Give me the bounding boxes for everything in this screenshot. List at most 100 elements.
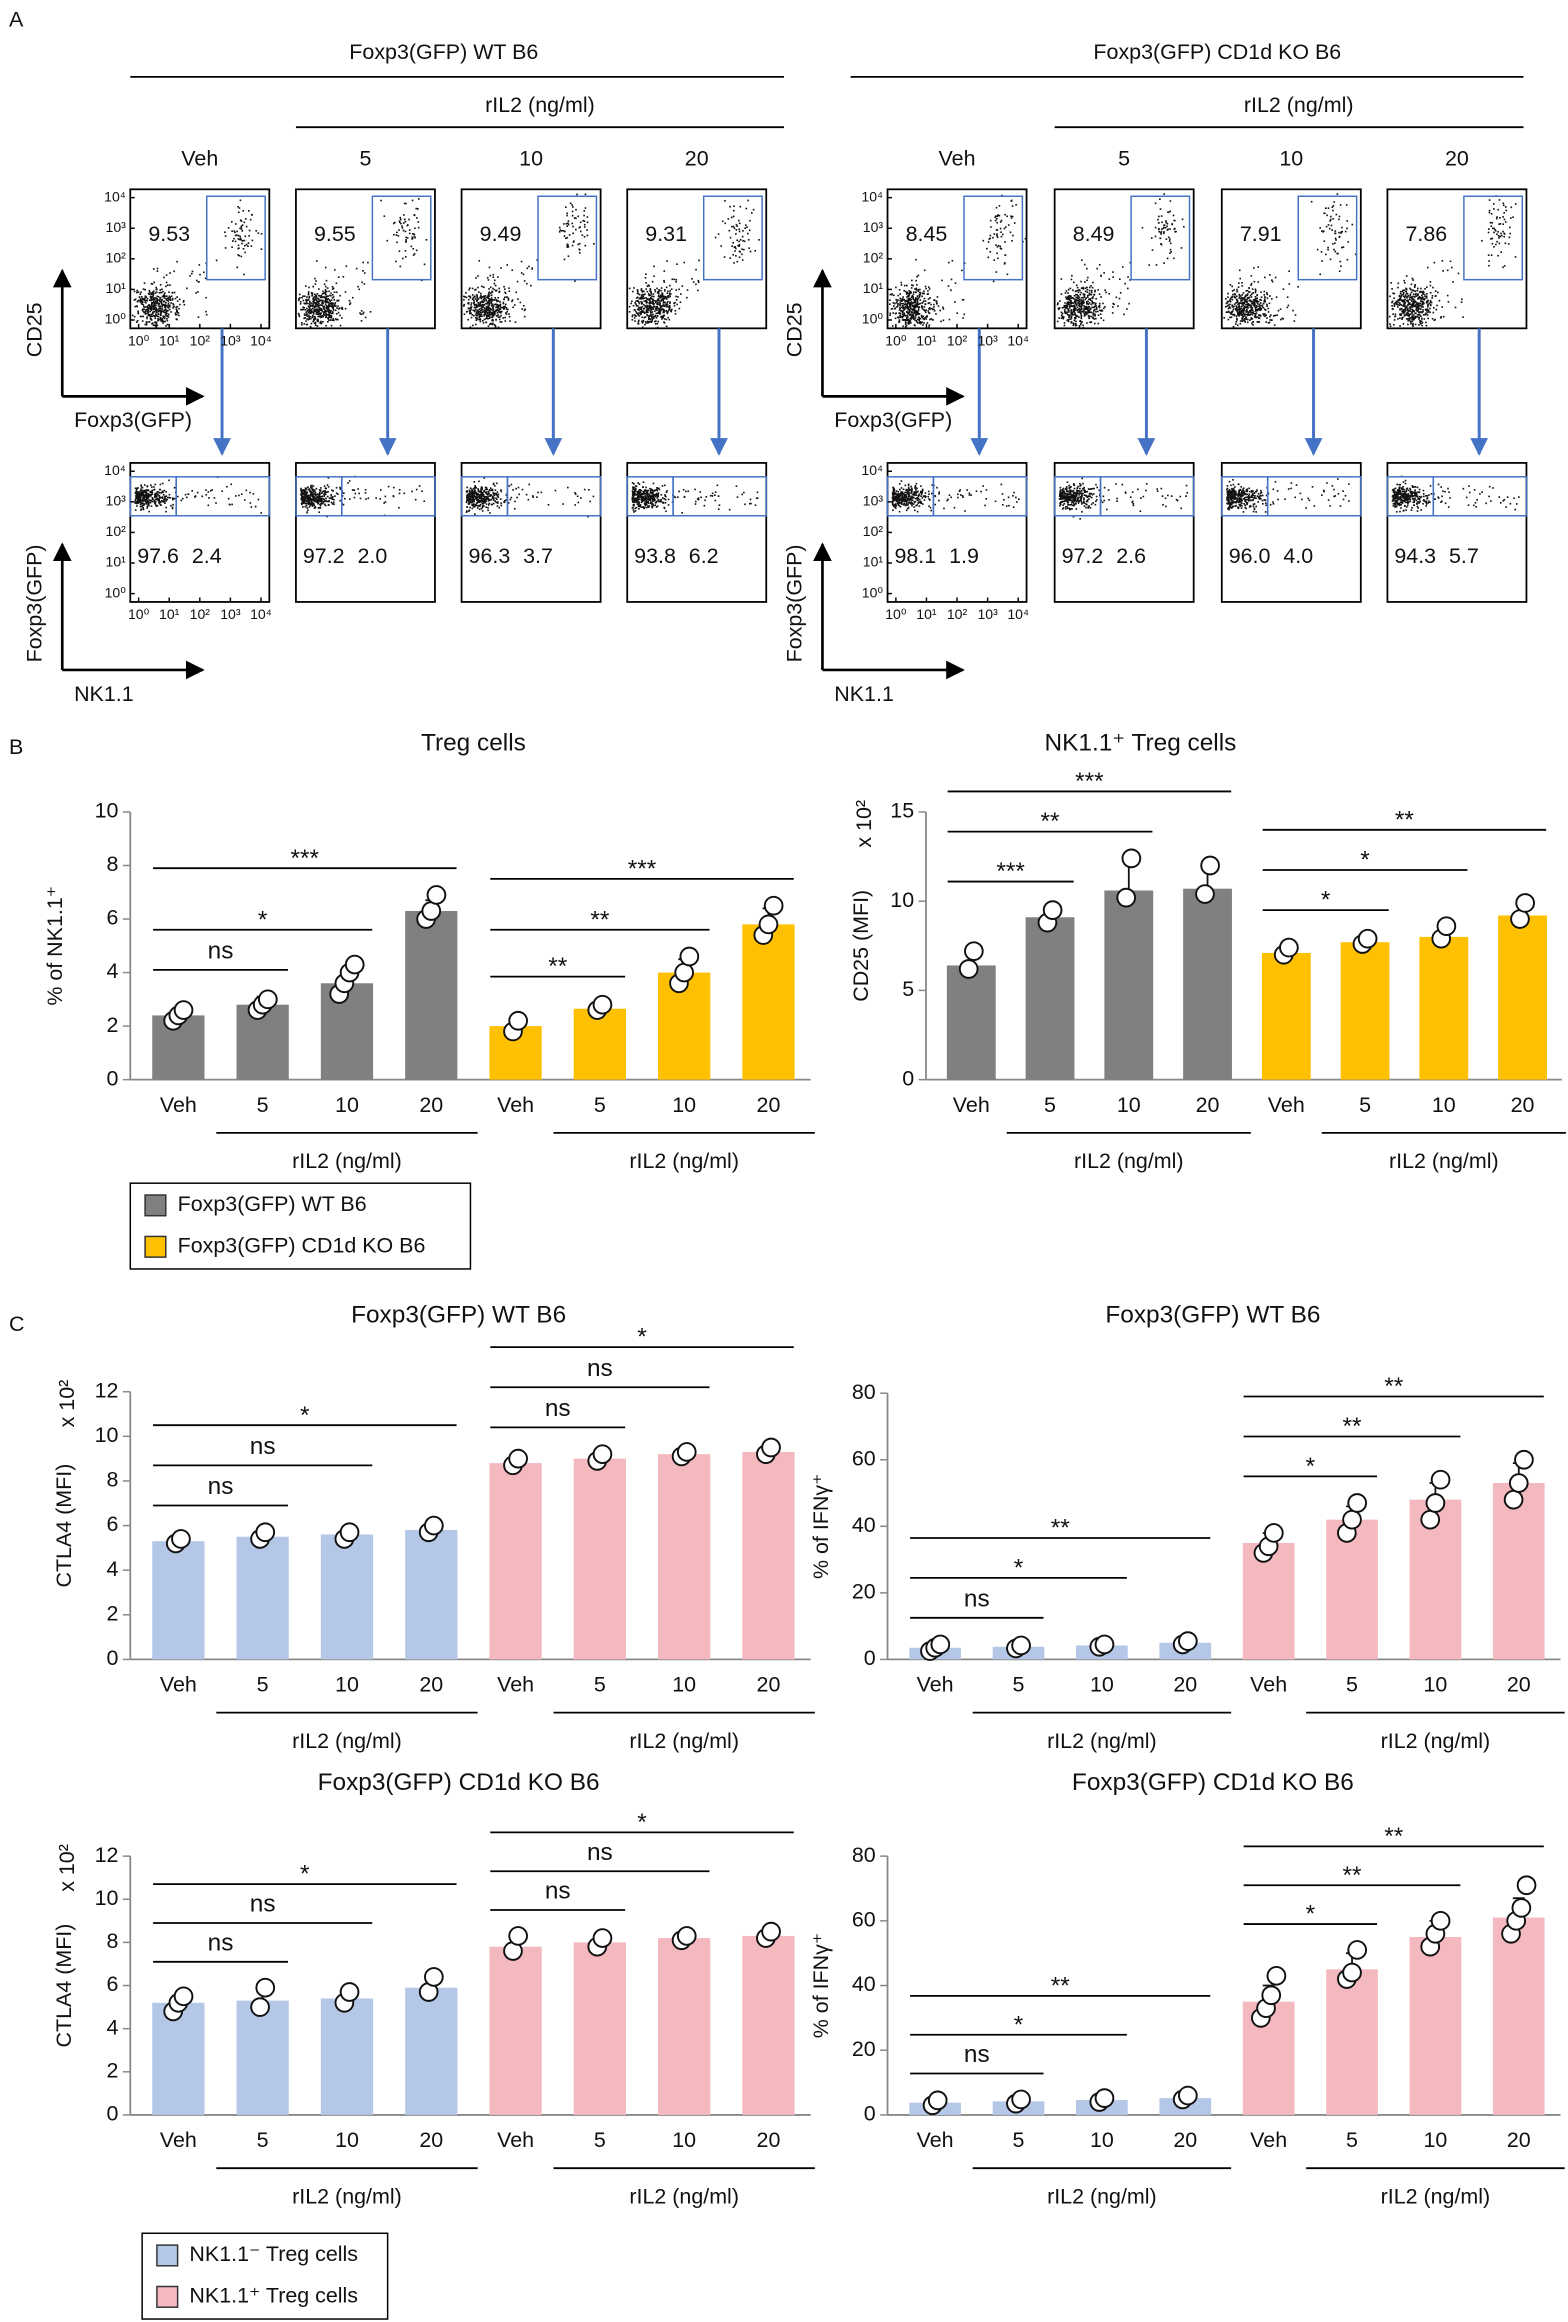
- group-label: rIL2 (ng/ml): [629, 1729, 739, 1753]
- gate: [1130, 195, 1191, 281]
- data-point: [1011, 2089, 1031, 2110]
- y-tick-label: 60: [852, 1446, 876, 1470]
- gate: [672, 476, 767, 517]
- plot-frame: [460, 188, 602, 330]
- y-tick-label: 4: [107, 1557, 119, 1581]
- significance-label: ***: [1075, 768, 1104, 795]
- significance-label: *: [637, 1324, 647, 1351]
- event-dots: [300, 475, 426, 518]
- y-tick-label: 20: [852, 2037, 876, 2061]
- bar: [1326, 1969, 1378, 2115]
- event-dots: [1058, 477, 1189, 520]
- gate: [1266, 476, 1362, 517]
- x-tick-label: 10³: [977, 606, 998, 622]
- y-tick-label: 10⁴: [104, 462, 126, 478]
- data-point: [255, 1522, 276, 1543]
- bar: [1104, 890, 1154, 1080]
- plot-frame: [626, 462, 768, 603]
- axis-label: NK1.1: [74, 682, 134, 706]
- y-tick-label: 10: [95, 799, 119, 823]
- y-tick-label: 10⁰: [105, 584, 127, 600]
- gate-percent: 5.7: [1449, 544, 1479, 568]
- chart-title: Foxp3(GFP) WT B6: [1105, 1302, 1320, 1329]
- y-tick-label: 15: [890, 799, 914, 823]
- y-tick-label: 4: [107, 959, 119, 983]
- event-dots: [628, 199, 760, 329]
- x-tick-label: 10⁰: [128, 332, 150, 348]
- x-tick-label: Veh: [497, 1093, 534, 1117]
- gate-percent: 97.2: [303, 544, 345, 568]
- y-tick-label: 60: [852, 1907, 876, 1931]
- y-axis-label: CD25 (MFI): [849, 890, 873, 1002]
- data-point: [763, 895, 784, 916]
- significance-label: *: [300, 1402, 310, 1429]
- x-tick-label: 10²: [947, 606, 968, 622]
- y-tick-label: 8: [107, 1929, 119, 1953]
- event-dots: [889, 194, 1027, 328]
- x-tick-label: 20: [1173, 1673, 1197, 1697]
- x-tick-label: 10⁰: [885, 606, 907, 622]
- x-tick-label: 5: [594, 2128, 606, 2152]
- y-tick-label: 0: [107, 1066, 119, 1090]
- data-point: [1347, 1493, 1368, 1513]
- event-dots: [131, 199, 263, 328]
- x-tick-label: 20: [419, 1673, 443, 1697]
- y-tick-label: 10³: [863, 493, 884, 509]
- significance-label: **: [1051, 1972, 1070, 1999]
- bar: [489, 1463, 542, 1660]
- y-tick-label: 10⁰: [105, 311, 127, 327]
- axis-label: CD25: [782, 302, 806, 357]
- data-point: [171, 1529, 191, 1549]
- data-point: [1511, 1898, 1532, 1918]
- group-label: rIL2 (ng/ml): [629, 2184, 739, 2208]
- data-point: [1516, 1875, 1537, 1896]
- data-point: [1266, 1965, 1287, 1986]
- data-point: [592, 994, 613, 1015]
- gate-percent: 9.53: [148, 222, 190, 246]
- significance-label: **: [548, 953, 567, 980]
- x-tick-label: 10: [335, 2128, 359, 2152]
- significance-label: ns: [208, 1473, 234, 1500]
- x-tick-label: 20: [1173, 2128, 1197, 2152]
- gate-percent: 7.91: [1240, 222, 1282, 246]
- chart-title: Foxp3(GFP) CD1d KO B6: [318, 1769, 600, 1796]
- group-label: rIL2 (ng/ml): [1047, 2184, 1157, 2208]
- bar: [152, 1541, 205, 1660]
- y-tick-label: 0: [864, 1646, 876, 1670]
- bar: [1340, 942, 1390, 1080]
- significance-label: **: [1343, 1862, 1362, 1889]
- y-tick-label: 10²: [106, 523, 127, 539]
- significance-label: **: [590, 906, 609, 933]
- data-point: [958, 959, 979, 979]
- significance-label: **: [1384, 1823, 1403, 1850]
- x-tick-label: 10: [1432, 1093, 1456, 1117]
- data-point: [676, 1442, 697, 1462]
- bar: [658, 1454, 711, 1660]
- y-tick-label: 80: [852, 1843, 876, 1867]
- x-tick-label: 10⁰: [885, 332, 907, 348]
- x-tick-label: 5: [1013, 1673, 1025, 1697]
- significance-label: ns: [208, 1930, 234, 1957]
- y-tick-label: 0: [107, 2102, 119, 2126]
- x-tick-label: Veh: [160, 1093, 197, 1117]
- data-point: [344, 954, 365, 975]
- significance-label: ns: [250, 1433, 276, 1460]
- x-tick-label: 20: [1511, 1093, 1535, 1117]
- y-scale-label: x 10²: [55, 1844, 79, 1892]
- y-tick-label: 2: [107, 2058, 119, 2082]
- bar: [489, 1946, 542, 2115]
- data-point: [1420, 1509, 1441, 1530]
- significance-label: *: [1306, 1453, 1316, 1480]
- legend-swatch: [156, 2244, 179, 2267]
- axis-label: Foxp3(GFP): [782, 544, 806, 662]
- legend-label: NK1.1⁻ Treg cells: [189, 2242, 358, 2266]
- bar: [405, 911, 458, 1080]
- group-title: Foxp3(GFP) WT B6: [349, 40, 538, 64]
- legend-swatch: [156, 2285, 179, 2308]
- y-tick-label: 20: [852, 1580, 876, 1604]
- gate: [1099, 476, 1195, 517]
- group-label: rIL2 (ng/ml): [1074, 1149, 1184, 1173]
- x-tick-label: 20: [757, 2128, 781, 2152]
- y-tick-label: 6: [107, 906, 119, 930]
- bar: [1492, 1483, 1545, 1660]
